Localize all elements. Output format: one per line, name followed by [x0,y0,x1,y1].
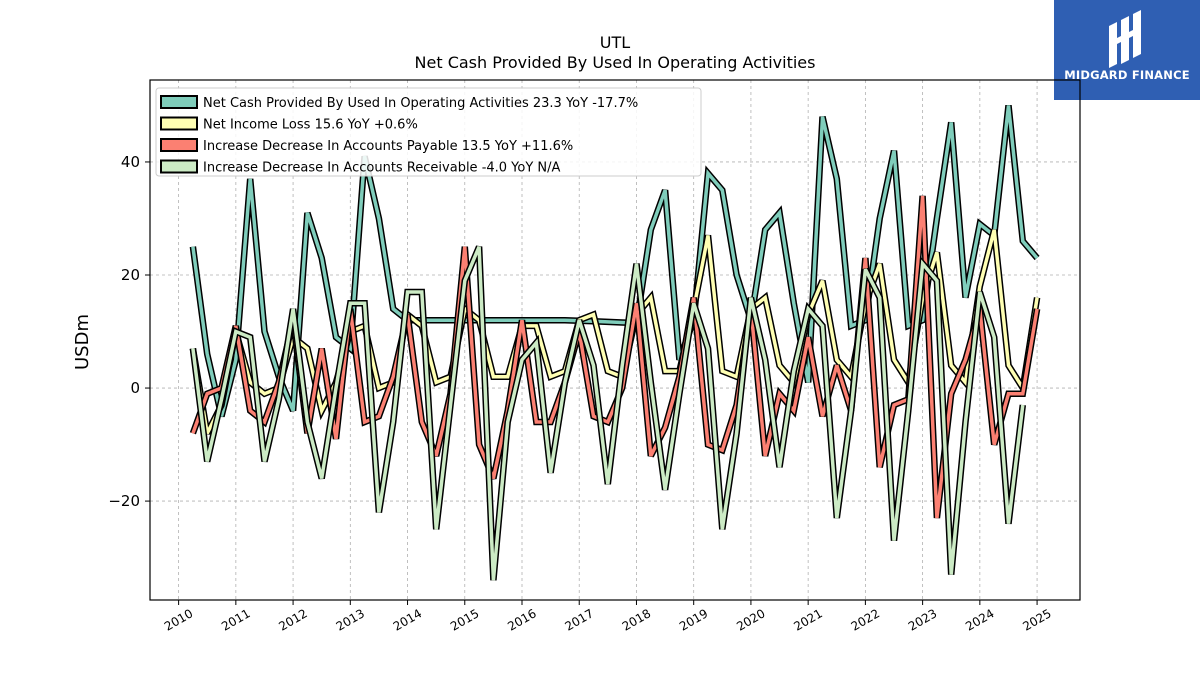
legend: Net Cash Provided By Used In Operating A… [155,87,702,177]
x-tick-label: 2019 [677,606,710,633]
chart-title: UTL [600,33,630,52]
x-tick-label: 2021 [791,606,824,633]
legend-box [155,87,702,177]
x-tick-label: 2025 [1020,606,1053,633]
x-tick-label: 2018 [620,606,653,633]
x-tick-label: 2013 [334,606,367,633]
x-tick-label: 2023 [906,606,939,633]
legend-swatch [160,116,198,131]
legend-label: Increase Decrease In Accounts Receivable… [203,161,561,176]
series-line [191,246,1025,581]
plot-frame [149,79,1081,601]
y-tick-label: 40 [121,153,140,171]
legend-label: Net Cash Provided By Used In Operating A… [203,96,638,111]
chart-subtitle: Net Cash Provided By Used In Operating A… [415,53,816,72]
series-group [189,105,1041,581]
x-tick-label: 2016 [505,606,538,633]
legend-swatch [160,159,198,174]
brand-logo: MIDGARD FINANCE [1054,0,1200,100]
legend-label: Net Income Loss 15.6 YoY +0.6% [203,118,418,133]
y-axis-label: USDm [72,314,93,370]
y-tick-label: 0 [130,379,140,397]
legend-swatch [160,138,198,152]
legend-label: Increase Decrease In Accounts Payable 13… [203,139,573,154]
midgard-logo-icon [1109,10,1141,68]
x-tick-label: 2010 [162,606,195,633]
x-tick-label: 2011 [219,606,252,633]
x-tick-label: 2015 [448,606,481,633]
x-tick-label: 2017 [563,606,596,633]
x-tick-label: 2024 [963,606,996,633]
y-tick-label: 20 [121,266,140,284]
x-tick-label: 2012 [276,606,309,633]
legend-swatch [160,95,198,109]
x-tick-label: 2022 [849,606,882,633]
x-tick-label: 2020 [734,606,767,633]
brand-name: MIDGARD FINANCE [1064,68,1190,82]
y-tick-label: −20 [108,492,140,510]
series-line-outline [189,245,1027,581]
series-line [191,105,1039,417]
x-tick-label: 2014 [391,606,424,633]
